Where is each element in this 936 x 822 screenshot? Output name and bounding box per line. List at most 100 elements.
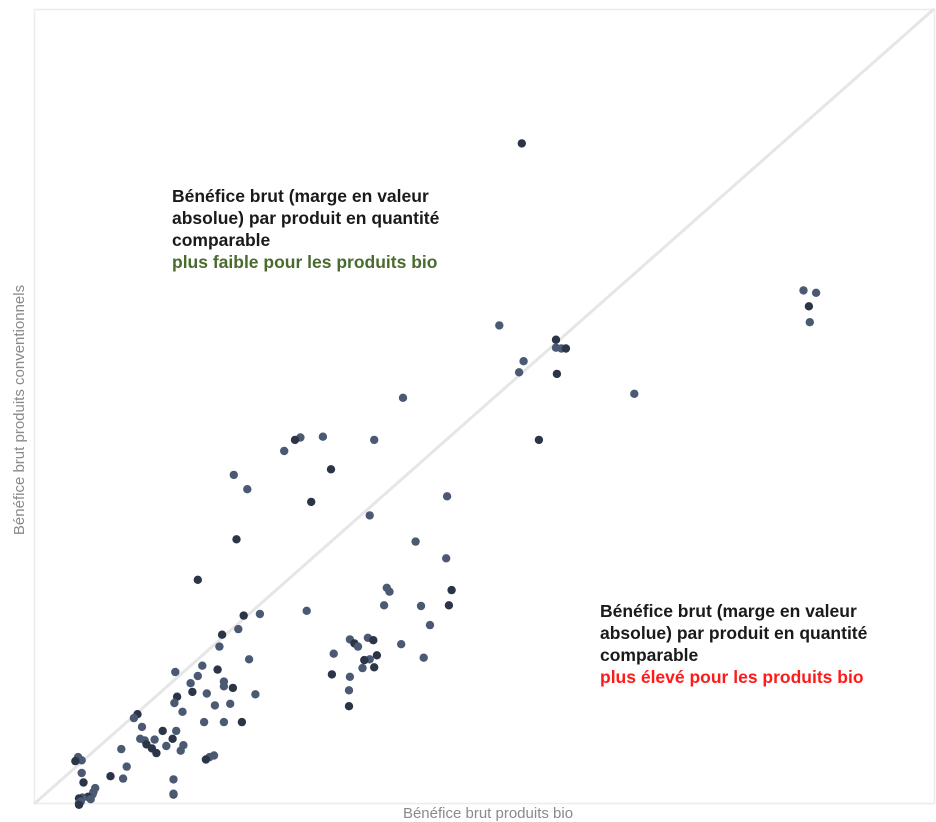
data-point bbox=[74, 800, 84, 809]
data-point bbox=[202, 689, 211, 698]
data-point bbox=[106, 772, 115, 781]
data-point bbox=[251, 690, 260, 699]
data-point bbox=[226, 699, 235, 708]
data-point bbox=[345, 672, 355, 681]
data-point bbox=[519, 357, 528, 366]
data-point bbox=[244, 655, 254, 664]
data-point bbox=[360, 655, 369, 665]
data-point bbox=[79, 778, 88, 787]
data-point bbox=[329, 649, 338, 658]
x-axis-label: Bénéfice brut produits bio bbox=[403, 805, 573, 822]
data-point bbox=[365, 511, 374, 520]
data-point bbox=[169, 789, 178, 798]
annotation-lower-for-bio: Bénéfice brut (marge en valeur absolue) … bbox=[172, 186, 440, 272]
data-point bbox=[186, 679, 195, 688]
data-point bbox=[86, 795, 95, 804]
data-point bbox=[158, 726, 167, 736]
data-point bbox=[172, 692, 182, 701]
data-point bbox=[534, 435, 544, 445]
data-point bbox=[171, 667, 180, 677]
data-point bbox=[372, 651, 382, 660]
data-point bbox=[280, 446, 289, 456]
data-point bbox=[213, 665, 222, 674]
data-point bbox=[307, 497, 316, 507]
data-point bbox=[178, 707, 187, 716]
data-point bbox=[234, 624, 243, 634]
data-point bbox=[804, 302, 814, 311]
data-point bbox=[630, 389, 639, 398]
data-point bbox=[442, 554, 451, 563]
data-point bbox=[117, 744, 126, 754]
data-point bbox=[237, 717, 247, 727]
data-point bbox=[398, 393, 408, 402]
data-point bbox=[416, 601, 426, 611]
data-point bbox=[215, 642, 224, 651]
data-point bbox=[370, 663, 379, 672]
data-point bbox=[129, 713, 139, 723]
data-point bbox=[170, 698, 179, 708]
data-point bbox=[77, 756, 86, 765]
data-point bbox=[419, 653, 428, 662]
data-point bbox=[495, 321, 504, 330]
data-point bbox=[344, 702, 354, 711]
data-point bbox=[239, 611, 248, 620]
data-point bbox=[326, 465, 336, 474]
data-point bbox=[150, 735, 159, 744]
data-point bbox=[551, 335, 561, 344]
data-point bbox=[799, 286, 808, 295]
data-point bbox=[219, 682, 229, 691]
data-point bbox=[344, 686, 354, 695]
annotation-2-line-3: comparable bbox=[600, 645, 698, 665]
data-point bbox=[444, 601, 454, 610]
data-point bbox=[176, 746, 185, 755]
annotation-higher-for-bio: Bénéfice brut (marge en valeur absolue) … bbox=[600, 601, 868, 687]
data-point bbox=[198, 661, 207, 670]
data-point bbox=[425, 620, 435, 630]
data-point bbox=[229, 470, 238, 480]
data-point bbox=[232, 535, 241, 544]
data-point bbox=[379, 601, 389, 610]
data-point bbox=[302, 606, 311, 615]
data-point bbox=[290, 435, 300, 445]
data-point bbox=[517, 139, 526, 148]
data-point bbox=[327, 670, 337, 679]
data-points bbox=[71, 139, 821, 809]
annotation-1-line-3: comparable bbox=[172, 230, 270, 250]
data-point bbox=[228, 683, 238, 693]
data-point bbox=[168, 734, 177, 743]
annotation-1-line-2: absolue) par produit en quantité bbox=[172, 208, 440, 228]
data-point bbox=[193, 575, 202, 584]
annotation-2-line-1: Bénéfice brut (marge en valeur bbox=[600, 601, 857, 621]
data-point bbox=[169, 775, 178, 784]
annotation-1-line-1: Bénéfice brut (marge en valeur bbox=[172, 186, 429, 206]
data-point bbox=[370, 435, 379, 445]
data-point bbox=[210, 701, 220, 710]
annotation-1-highlight: plus faible pour les produits bio bbox=[172, 252, 437, 272]
data-point bbox=[358, 663, 367, 673]
data-point bbox=[811, 288, 821, 297]
data-point bbox=[353, 642, 363, 651]
data-point bbox=[447, 585, 456, 595]
data-point bbox=[118, 774, 128, 783]
data-point bbox=[318, 432, 328, 441]
data-point bbox=[172, 726, 181, 736]
annotation-2-highlight: plus élevé pour les produits bio bbox=[600, 667, 864, 687]
y-axis-label: Bénéfice brut produits conventionnels bbox=[11, 285, 28, 535]
data-point bbox=[162, 741, 171, 751]
data-point bbox=[193, 671, 202, 681]
data-point bbox=[561, 344, 571, 353]
data-point bbox=[209, 751, 219, 760]
data-point bbox=[255, 609, 265, 619]
data-point bbox=[122, 762, 131, 771]
data-point bbox=[243, 485, 252, 494]
data-point bbox=[385, 587, 394, 596]
data-point bbox=[77, 768, 86, 778]
data-point bbox=[71, 756, 80, 766]
data-point bbox=[514, 368, 524, 377]
data-point bbox=[411, 537, 420, 546]
data-point bbox=[369, 636, 378, 645]
reference-diagonal-line bbox=[33, 7, 935, 806]
data-point bbox=[442, 492, 452, 501]
data-point bbox=[397, 640, 406, 649]
data-point bbox=[188, 687, 197, 697]
